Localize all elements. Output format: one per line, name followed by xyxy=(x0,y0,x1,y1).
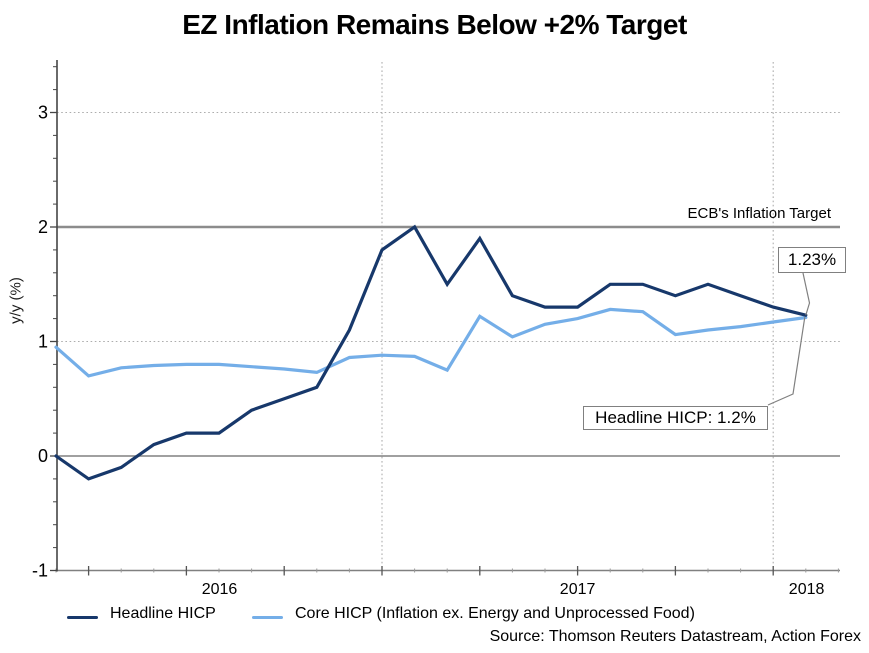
legend: Headline HICP Core HICP (Inflation ex. E… xyxy=(0,604,869,628)
headline-legend-label: Headline HICP xyxy=(110,605,216,622)
y-tick-label: -1 xyxy=(32,561,48,581)
target-line-label: ECB's Inflation Target xyxy=(687,205,832,222)
callout-leader-line xyxy=(767,317,806,406)
x-year-label: 2017 xyxy=(560,581,596,598)
x-year-label: 2018 xyxy=(789,581,825,598)
series-line-headline xyxy=(54,224,808,481)
core-legend-swatch xyxy=(252,616,283,619)
y-tick-label: 3 xyxy=(38,103,48,123)
y-tick-label: 0 xyxy=(38,446,48,466)
y-axis-title: y/y (%) xyxy=(7,277,25,324)
last-value-tag: 1.23% xyxy=(778,247,846,273)
tag-leader-line xyxy=(802,272,811,316)
y-tick-label: 2 xyxy=(38,217,48,237)
headline-legend-swatch xyxy=(67,616,98,619)
y-tick-label: 1 xyxy=(38,332,48,352)
x-year-label: 2016 xyxy=(202,581,238,598)
chart-title: EZ Inflation Remains Below +2% Target xyxy=(182,9,687,40)
series-line-core xyxy=(54,307,808,378)
source-credit: Source: Thomson Reuters Datastream, Acti… xyxy=(489,628,861,645)
core-legend-label: Core HICP (Inflation ex. Energy and Unpr… xyxy=(295,605,695,622)
headline-value-callout: Headline HICP: 1.2% xyxy=(583,406,768,430)
